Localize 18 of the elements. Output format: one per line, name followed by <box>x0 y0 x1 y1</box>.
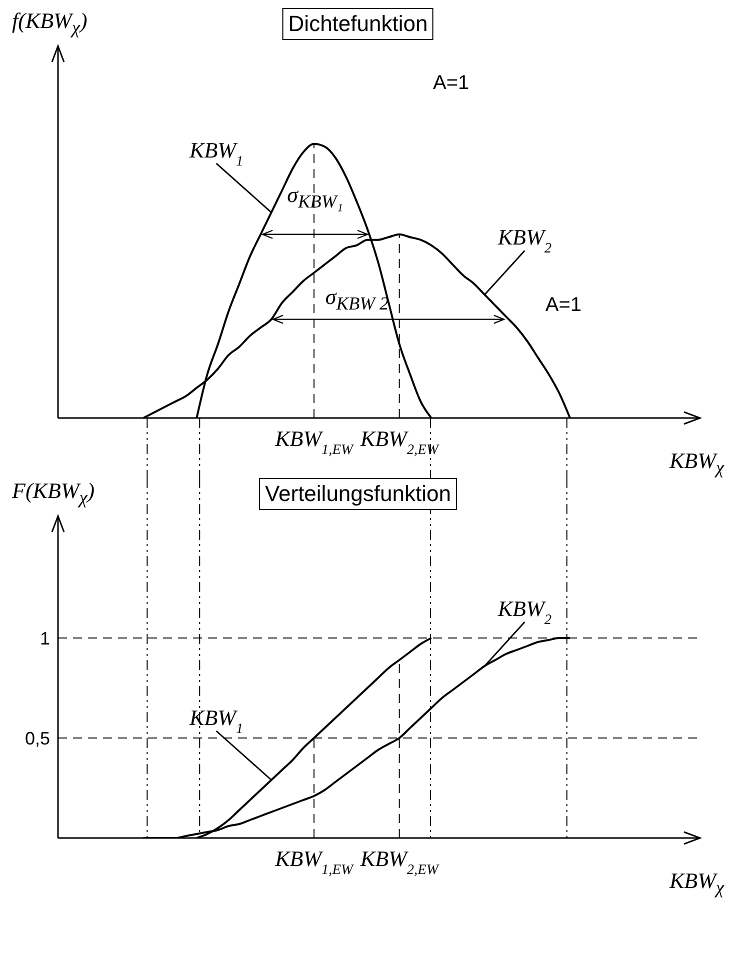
chart-title: Verteilungsfunktion <box>265 481 451 506</box>
y-axis-title: f(KBW$_{χ}$) <box>12 8 88 38</box>
text: KBW$_{1}$ <box>188 705 244 737</box>
series-label: KBW$_{2}$ <box>496 224 552 257</box>
x-tick-label: KBW$_{1,EW}$ <box>274 846 354 878</box>
annotation: σ$_{KBW₁}$ <box>287 182 344 212</box>
y-axis-title: F(KBW$_{χ}$) <box>12 478 95 508</box>
text: A=1 <box>433 72 470 94</box>
text: KBW$_{1}$ <box>188 137 244 170</box>
x-axis-title: KBW$_{χ}$ <box>669 448 724 478</box>
x-tick-label: KBW$_{2,EW}$ <box>359 846 440 878</box>
annotation: A=1 <box>545 294 582 316</box>
y-tick-label: 1 <box>40 628 50 648</box>
chart-title: Dichtefunktion <box>288 11 428 36</box>
x-axis-title: KBW$_{χ}$ <box>669 868 724 898</box>
series-label: KBW$_{2}$ <box>496 596 552 628</box>
y-tick-label: 0,5 <box>24 728 50 748</box>
x-tick-label: KBW$_{1,EW}$ <box>274 426 354 458</box>
